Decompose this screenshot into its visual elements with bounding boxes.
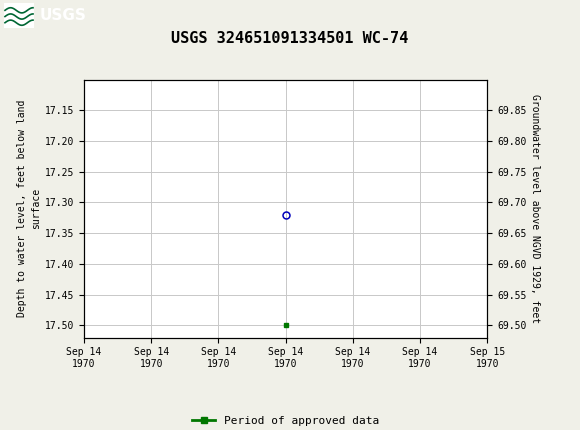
Y-axis label: Groundwater level above NGVD 1929, feet: Groundwater level above NGVD 1929, feet bbox=[531, 94, 541, 323]
Text: USGS 324651091334501 WC-74: USGS 324651091334501 WC-74 bbox=[171, 31, 409, 46]
Bar bbox=[4, 3, 34, 28]
Text: USGS: USGS bbox=[40, 8, 87, 23]
Y-axis label: Depth to water level, feet below land
surface: Depth to water level, feet below land su… bbox=[17, 100, 41, 317]
Legend: Period of approved data: Period of approved data bbox=[188, 411, 383, 430]
